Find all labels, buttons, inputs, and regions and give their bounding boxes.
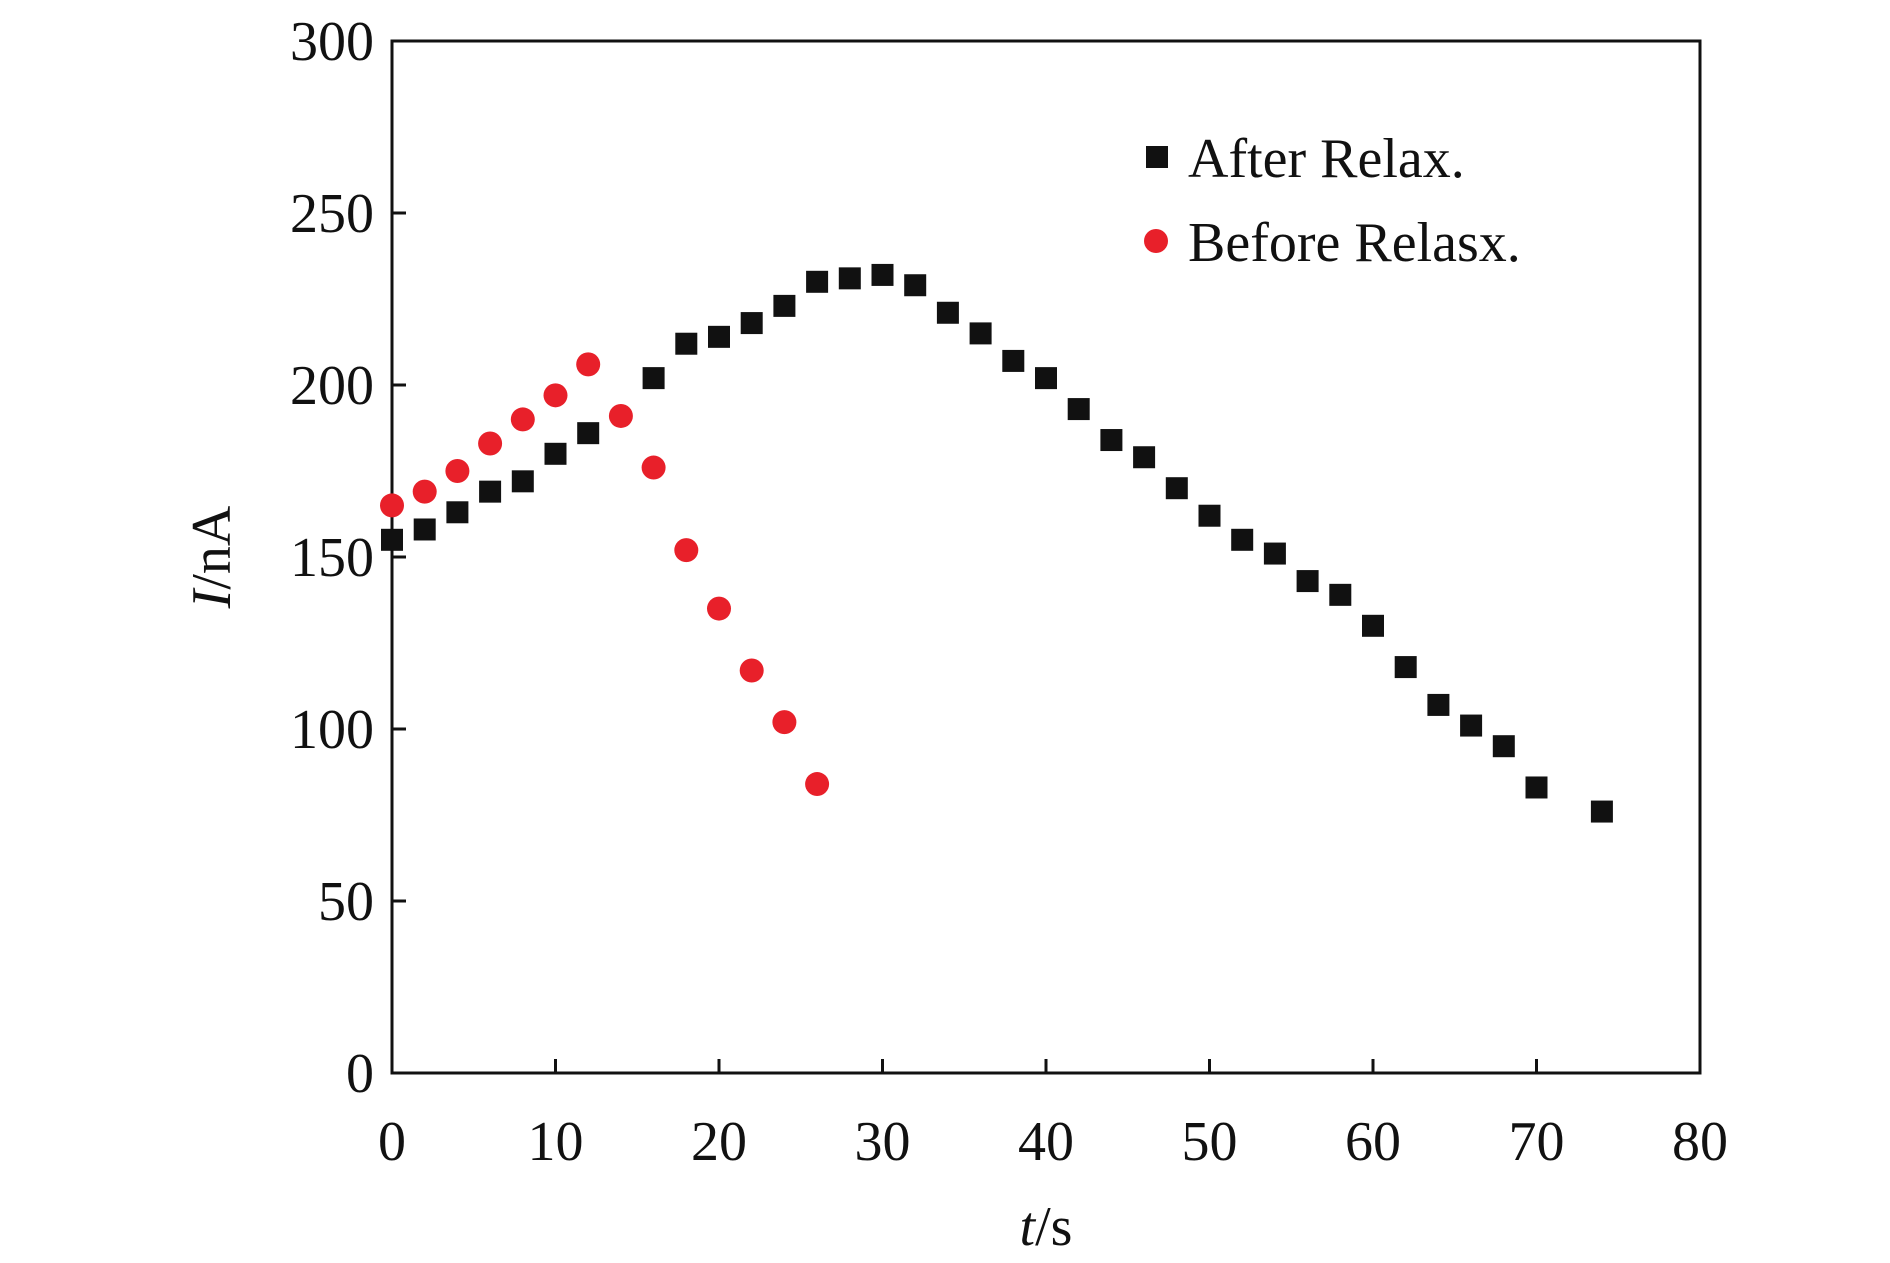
data-point-square [773,294,796,317]
data-point-circle [576,352,601,377]
data-point-square [1002,349,1025,372]
series-before-relasx [380,352,830,797]
y-tick-label: 150 [290,527,374,589]
y-axis-variable: I [181,587,243,609]
data-point-circle [674,538,699,563]
y-axis-unit: /nA [181,505,243,590]
data-point-square [577,422,600,445]
data-point-square [1590,800,1613,823]
data-point-square [740,312,763,335]
y-tick-label: 0 [346,1043,374,1105]
data-point-square [1231,528,1254,551]
data-point-square [381,528,403,551]
data-point-square [1329,583,1352,606]
legend-circle-marker [1144,229,1168,253]
y-axis-label: I/nA [181,505,243,609]
data-point-square [1165,477,1188,500]
x-tick-label: 30 [855,1111,911,1173]
data-point-circle [608,403,633,428]
legend-label-before: Before Relasx. [1188,212,1521,274]
data-point-square [413,518,436,541]
data-point-square [708,325,730,348]
data-point-square [1362,614,1384,637]
series-after-relax [381,263,1613,823]
y-tick-label: 200 [290,355,374,417]
data-point-square [1492,735,1515,758]
data-point-circle [543,383,568,408]
data-point-square [1427,693,1450,716]
data-point-square [838,267,861,290]
data-point-circle [641,455,666,480]
data-point-square [446,501,469,524]
data-point-square [479,480,502,503]
x-axis-unit: /s [1035,1196,1072,1258]
data-point-circle [707,596,731,621]
x-tick-label: 70 [1509,1111,1565,1173]
data-point-square [1394,656,1417,679]
x-tick-label: 10 [528,1111,584,1173]
data-point-circle [445,459,470,483]
data-point-circle [739,658,764,683]
data-point-circle [478,431,503,456]
data-point-circle [412,479,437,504]
data-point-square [871,263,894,286]
data-point-circle [510,407,535,432]
legend-label-after: After Relax. [1188,128,1465,190]
data-point-square [642,367,665,390]
data-point-square [675,332,698,355]
data-point-circle [772,710,797,735]
data-point-square [1296,570,1319,593]
data-point-circle [380,493,404,518]
x-tick-label: 40 [1018,1111,1074,1173]
data-point-square [1198,504,1221,527]
y-tick-label: 300 [290,11,374,73]
x-tick-label: 0 [378,1111,406,1173]
x-tick-label: 50 [1182,1111,1238,1173]
x-tick-label: 20 [691,1111,747,1173]
data-point-square [806,270,829,293]
x-tick-label: 60 [1345,1111,1401,1173]
data-point-circle [805,772,830,797]
x-axis-label: t/s [1020,1196,1073,1258]
x-tick-label: 80 [1672,1111,1728,1173]
legend: After Relax. Before Relasx. [1144,128,1521,274]
y-tick-label: 100 [290,699,374,761]
y-axis-ticks: 0 50 100 150 200 250 300 [290,11,406,1105]
data-point-square [1525,776,1548,799]
data-point-square [1100,429,1123,452]
data-point-square [1133,446,1156,469]
y-tick-label: 50 [318,871,374,933]
data-point-square [511,470,534,493]
data-point-square [969,322,992,345]
data-point-square [1035,367,1057,390]
y-tick-label: 250 [290,183,374,245]
data-point-square [1067,398,1090,421]
data-point-square [904,274,927,297]
legend-square-marker [1146,146,1168,168]
series-layer [380,263,1613,823]
x-axis-ticks: 0 10 20 30 40 50 60 70 80 [378,1059,1728,1173]
plot-area [390,39,1702,1075]
data-point-square [1460,714,1483,737]
plot-frame [390,39,1702,1075]
x-axis-variable: t [1020,1196,1037,1258]
data-point-square [544,442,567,465]
data-point-square [1263,542,1286,565]
data-point-square [936,301,959,324]
